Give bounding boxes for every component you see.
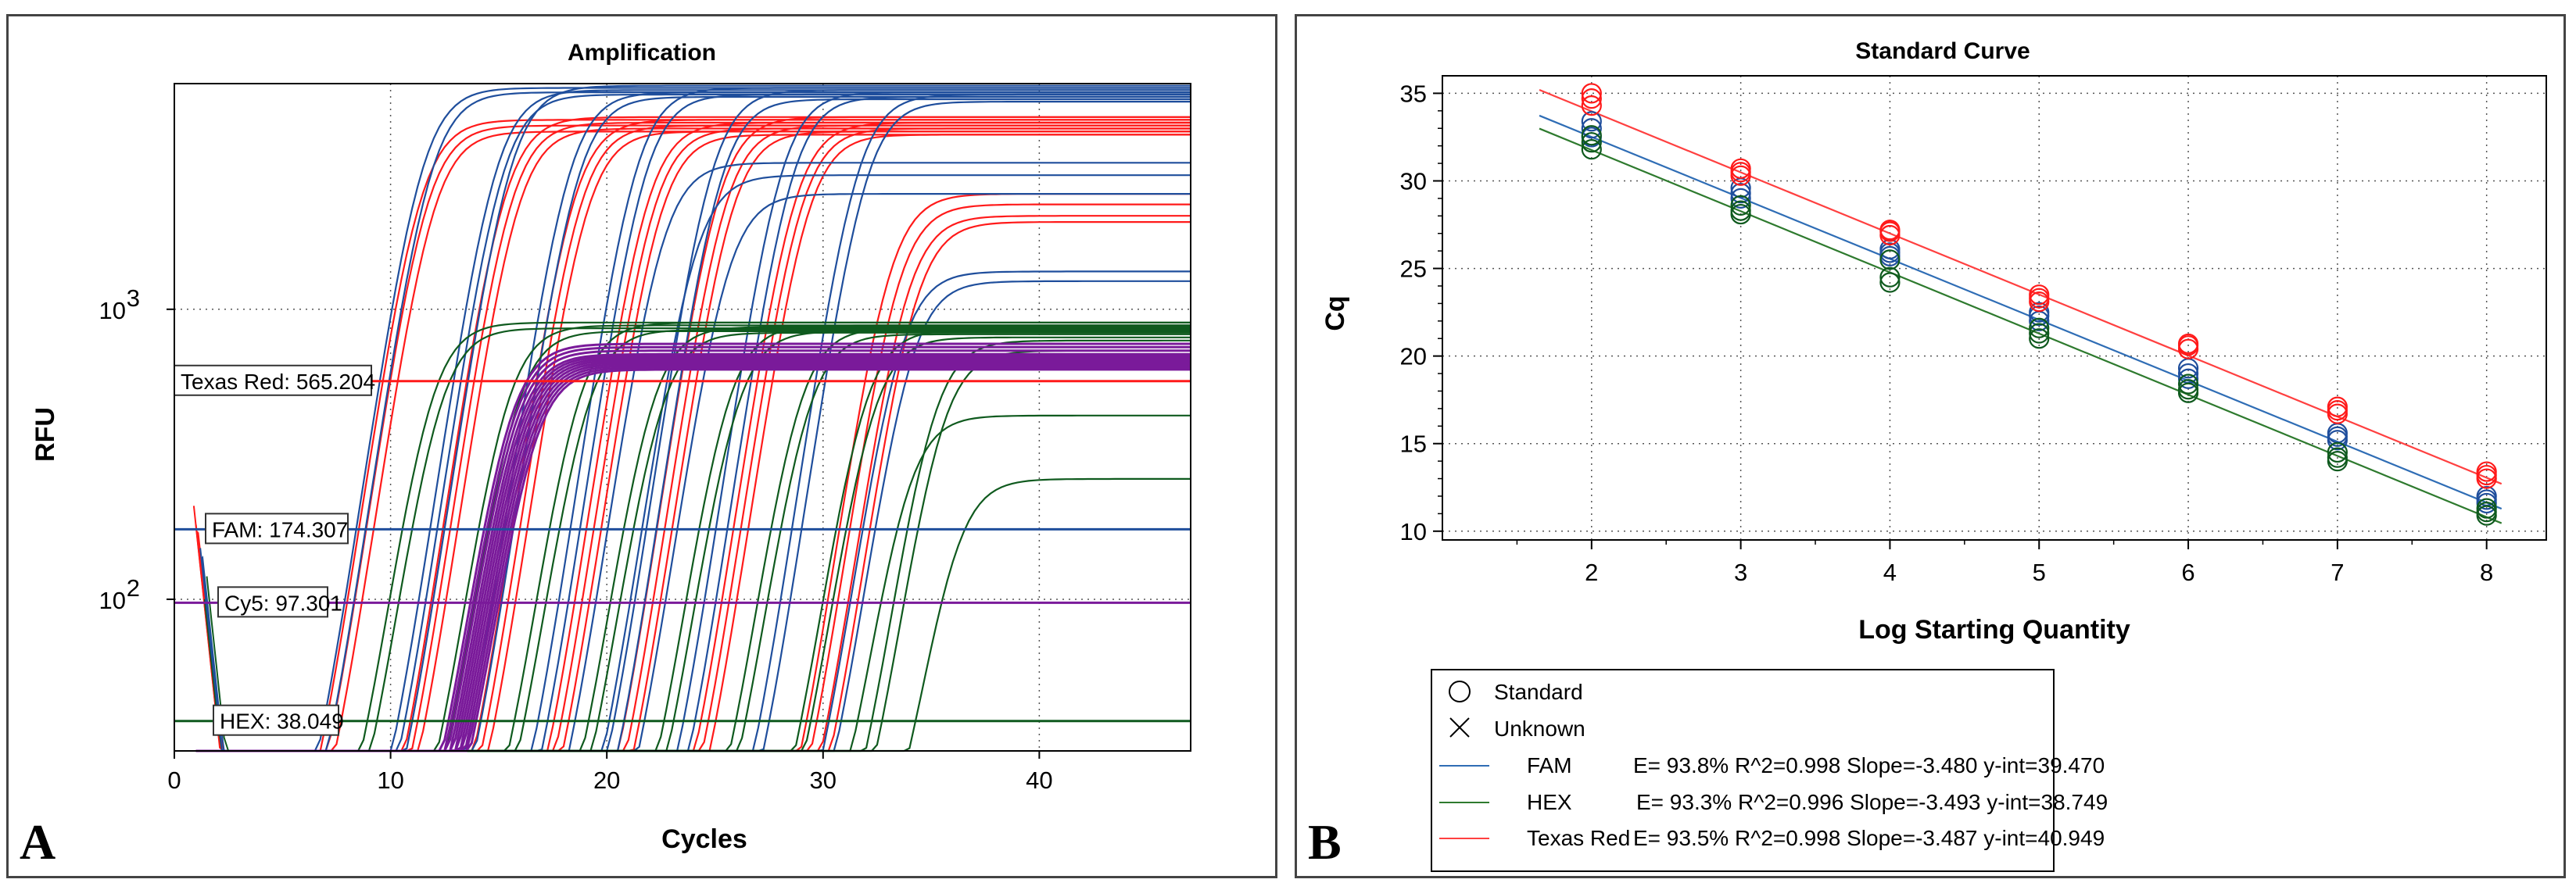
x-tick-label: 10 <box>377 767 403 794</box>
standard-curve-panel: Standard Curve Cq Log Starting Quantity … <box>1295 14 2566 878</box>
amplification-curve-cy5 <box>195 358 1191 752</box>
amplification-curve-cy5 <box>195 356 1191 752</box>
data-point <box>2177 374 2199 395</box>
amplification-curve-fam <box>195 91 1191 752</box>
legend-unknown-label: Unknown <box>1494 717 1585 741</box>
legend-hex-label: HEX <box>1527 790 1572 814</box>
legend: Standard Unknown FAM E= 93.8% R^2=0.998 … <box>1431 669 2108 872</box>
x-tick-label: 20 <box>593 767 620 794</box>
y-tick-label: 10 <box>99 297 126 324</box>
y-tick-label: 15 <box>1400 431 1427 458</box>
x-axis-label: Log Starting Quantity <box>1858 615 2130 645</box>
y-tick-label: 20 <box>1400 343 1427 370</box>
x-tick-label: 4 <box>1883 559 1897 586</box>
threshold-label: FAM: 174.307 <box>212 517 348 542</box>
panel-letter: A <box>20 814 56 870</box>
x-tick-label: 40 <box>1026 767 1052 794</box>
data-point <box>2029 302 2050 323</box>
unknown-marker-icon <box>1449 717 1470 738</box>
threshold-label: Cy5: 97.301 <box>224 591 342 615</box>
data-point <box>1730 200 1751 221</box>
data-point <box>1879 249 1901 270</box>
standard-curve-chart: Standard Curve Cq Log Starting Quantity … <box>1308 38 2547 872</box>
threshold-label-box <box>174 364 372 396</box>
data-point <box>1581 111 1602 132</box>
data-point <box>1581 118 1602 139</box>
x-tick-label: 30 <box>810 767 837 794</box>
y-tick-exponent: 3 <box>127 284 140 312</box>
standard-marker-icon <box>1449 681 1471 702</box>
y-axis-label: RFU <box>30 407 60 462</box>
chart-title: Amplification <box>568 40 716 66</box>
data-point <box>1730 195 1751 216</box>
data-point <box>1879 220 1901 241</box>
data-point <box>2029 323 2050 344</box>
data-point <box>2327 447 2348 468</box>
data-point <box>1581 125 1602 146</box>
amplification-chart: Amplification RFU Cycles A Texas Red: 56… <box>20 40 1191 870</box>
y-tick-label: 35 <box>1400 80 1427 107</box>
x-tick-label: 7 <box>2331 559 2344 586</box>
fit-line <box>1539 114 2503 510</box>
amplification-curve-cy5 <box>195 345 1191 752</box>
amplification-curve-cy5 <box>195 349 1191 752</box>
data-point <box>2029 328 2050 349</box>
plot-area-border <box>174 83 1191 752</box>
data-point <box>1879 266 1901 288</box>
amplification-panel: Amplification RFU Cycles A Texas Red: 56… <box>6 14 1277 878</box>
legend-hex-stats: E= 93.3% R^2=0.996 Slope=-3.493 y-int=38… <box>1636 790 2108 814</box>
data-point <box>1730 188 1751 209</box>
threshold-label-box <box>213 704 339 736</box>
data-point <box>2327 396 2348 417</box>
data-point <box>1581 139 1602 160</box>
data-point <box>1879 272 1901 293</box>
amplification-curve-cy5 <box>195 342 1191 752</box>
legend-standard-label: Standard <box>1494 680 1583 704</box>
threshold-label: HEX: 38.049 <box>220 709 344 734</box>
data-point <box>1581 132 1602 153</box>
x-tick-label: 6 <box>2181 559 2194 586</box>
amplification-curve-cy5 <box>195 352 1191 752</box>
x-axis-label: Cycles <box>661 824 747 854</box>
legend-fam-stats: E= 93.8% R^2=0.998 Slope=-3.480 y-int=39… <box>1633 753 2105 777</box>
data-point <box>2177 379 2199 400</box>
data-point <box>2476 498 2497 519</box>
y-tick-label: 10 <box>1400 518 1427 545</box>
data-point <box>2029 317 2050 338</box>
y-tick-label: 25 <box>1400 256 1427 283</box>
x-tick-label: 0 <box>167 767 181 794</box>
data-point <box>1730 183 1751 204</box>
threshold-label-box <box>205 513 349 545</box>
data-point <box>2177 368 2199 389</box>
x-tick-label: 3 <box>1734 559 1747 586</box>
legend-texas-red-stats: E= 93.5% R^2=0.998 Slope=-3.487 y-int=40… <box>1633 826 2105 850</box>
threshold-label: Texas Red: 565.204 <box>181 370 375 394</box>
fit-line <box>1539 89 2503 485</box>
panel-letter: B <box>1308 814 1342 870</box>
y-axis-label: Cq <box>1320 295 1350 331</box>
data-point <box>2177 333 2199 355</box>
data-point <box>1581 83 1602 104</box>
y-tick-exponent: 2 <box>127 574 140 602</box>
x-tick-label: 5 <box>2033 559 2046 586</box>
legend-box <box>1431 669 2055 872</box>
y-tick-label: 10 <box>99 587 126 614</box>
data-point <box>1581 88 1602 109</box>
legend-fam-label: FAM <box>1527 753 1572 777</box>
fit-line <box>1539 127 2503 524</box>
data-point <box>1581 95 1602 116</box>
plot-area-border <box>1442 75 2547 541</box>
chart-title: Standard Curve <box>1855 38 2030 64</box>
data-point <box>1730 158 1751 179</box>
data-point <box>2029 284 2050 306</box>
amplification-curve-hex <box>195 349 1191 752</box>
x-tick-label: 8 <box>2480 559 2493 586</box>
data-point <box>2476 461 2497 482</box>
legend-texas-red-label: Texas Red <box>1527 826 1630 850</box>
data-point <box>2327 441 2348 463</box>
x-tick-label: 2 <box>1585 559 1598 586</box>
threshold-label-box <box>217 586 328 618</box>
y-tick-label: 30 <box>1400 167 1427 195</box>
